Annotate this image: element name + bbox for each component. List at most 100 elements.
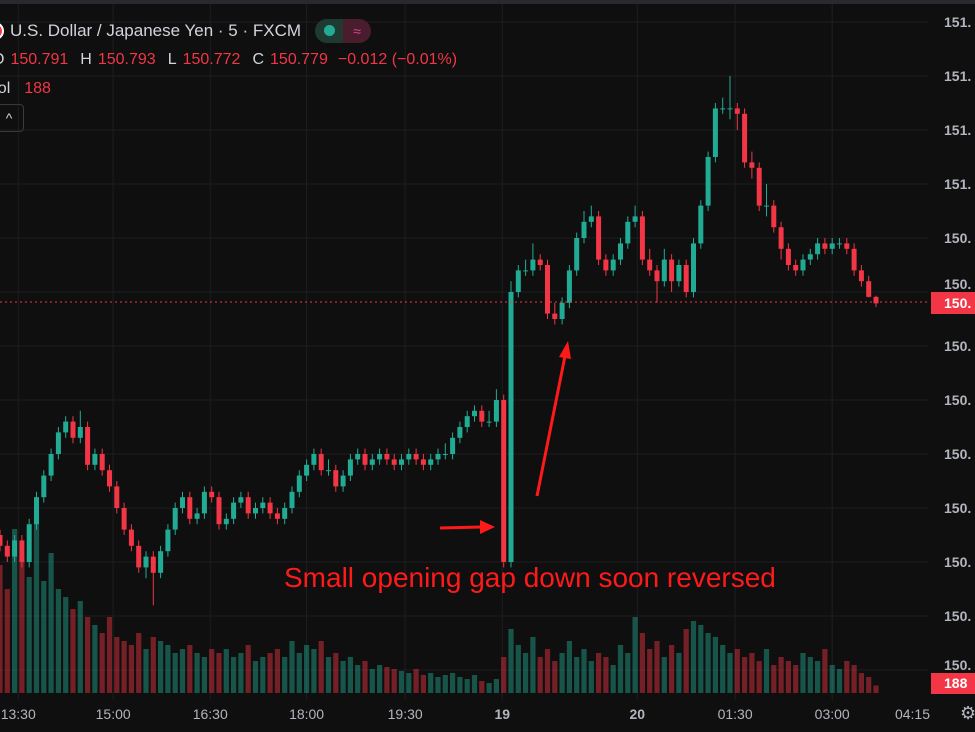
candle [136,540,142,573]
candle [209,486,215,503]
candle-body [435,454,441,460]
candle-body [639,216,645,260]
volume-bar [851,665,857,693]
candle-body [661,259,667,282]
candle [807,248,813,265]
volume-bar [26,577,32,693]
candle [187,491,193,525]
volume-bar [639,633,645,693]
candle-body [705,157,711,206]
chevron-up-icon: ^ [5,110,13,126]
candle [63,416,69,438]
candle-body [377,454,383,460]
time-axis[interactable]: 13:30 15:00 16:30 18:00 19:30 19 20 01:30 03:00 0… [1,706,930,722]
volume-bar [566,641,572,693]
candle-body [245,497,251,514]
svg-text:150.: 150. [944,295,971,311]
volume-bar [683,629,689,693]
y-tick-label: 150. [944,276,971,292]
candle-body [647,259,653,271]
candle-body [618,243,623,260]
volume-bar [690,621,697,693]
candle [311,448,317,471]
candle-body [194,513,200,519]
volume-bar [252,661,259,693]
candle-body [771,205,777,228]
candle [384,448,390,465]
y-tick-label: 150. [944,392,971,408]
candle [12,535,18,562]
volume-bar [822,649,828,693]
candle-body [209,491,215,498]
x-tick-label: 04:15 [895,706,930,722]
candle [727,76,733,120]
volume-bar [749,653,755,693]
candle-body [756,167,762,206]
candle-body [683,265,689,292]
candle [858,265,864,287]
volume-bar [712,637,718,693]
volume-bar [457,677,463,693]
volume-bar [844,661,850,693]
volume-bar [274,649,280,693]
volume-bar [12,529,18,693]
candle [19,535,25,568]
candle [85,421,91,471]
x-tick-label: 19 [494,706,510,722]
candle-body [464,416,470,427]
volume-bar [92,625,98,693]
candle-body [63,421,69,433]
volume-bar [523,653,529,693]
market-status-pill[interactable]: ≈ [315,18,372,43]
candle [457,421,463,444]
candle-body [669,259,675,282]
volume-bar [355,665,361,693]
candle-body [347,459,353,476]
candle-body [420,459,426,465]
candle-body [187,497,193,519]
candle-body [77,427,83,438]
volume-bar [223,649,229,693]
annotation-text: Small opening gap down soon reversed [284,562,776,593]
x-tick-label: 19:30 [388,706,423,722]
candle [822,238,828,255]
candle [815,238,821,260]
settings-gear-icon[interactable]: ⚙ [960,703,975,723]
candle [771,200,777,233]
candle-body [501,400,507,562]
volume-bar [150,637,156,693]
candle-body [274,513,280,519]
candle [158,545,164,579]
candle [508,281,514,568]
volume-bar [756,661,762,693]
volume-bar [41,581,47,693]
volume-bar [296,653,302,693]
volume-bar [282,657,288,693]
volume-bar [245,645,251,693]
candle-body [508,292,514,562]
collapse-legend-button[interactable]: ^ [0,104,24,132]
x-tick-label: 20 [630,706,646,722]
candle [318,448,324,476]
candle [245,491,251,519]
candle-body [4,545,10,557]
candle [618,238,623,265]
candle-body [851,248,857,271]
volume-bar [858,673,864,693]
candle [639,211,645,265]
candle [851,243,857,276]
volume-bar [420,675,426,693]
symbol-title[interactable]: U.S. Dollar / Japanese Yen · 5 · FXCM [10,20,302,40]
annotation-arrow-up [535,341,571,497]
top-toolbar-edge [0,0,975,4]
volume-bar [325,657,332,693]
candle-body [829,243,835,249]
candle-body [150,556,156,573]
candle-body [318,454,324,471]
candle [698,200,704,249]
candle [326,459,331,476]
volume-bar [179,649,186,693]
candle-body [566,270,572,303]
price-axis[interactable]: 151. 151. 151. 151. 150. 150. 150. 150. 150. 150.… [944,14,971,673]
